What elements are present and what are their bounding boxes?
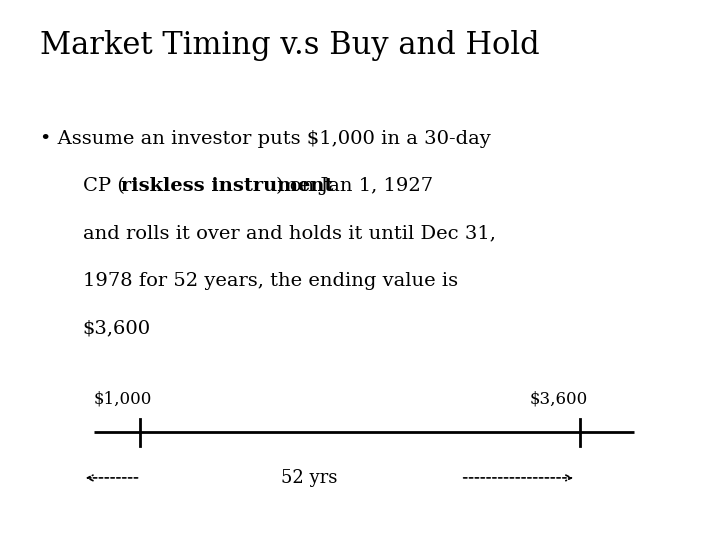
Text: 1978 for 52 years, the ending value is: 1978 for 52 years, the ending value is bbox=[83, 272, 458, 290]
Text: CP (: CP ( bbox=[83, 177, 125, 195]
Text: ) on Jan 1, 1927: ) on Jan 1, 1927 bbox=[276, 177, 433, 195]
Text: Market Timing v.s Buy and Hold: Market Timing v.s Buy and Hold bbox=[40, 30, 539, 60]
Text: riskless instrument: riskless instrument bbox=[121, 177, 333, 195]
Text: $3,600: $3,600 bbox=[83, 320, 151, 338]
Text: $3,600: $3,600 bbox=[529, 391, 588, 408]
Text: 52 yrs: 52 yrs bbox=[282, 469, 338, 487]
Text: • Assume an investor puts $1,000 in a 30-day: • Assume an investor puts $1,000 in a 30… bbox=[40, 130, 490, 147]
Text: and rolls it over and holds it until Dec 31,: and rolls it over and holds it until Dec… bbox=[83, 225, 495, 242]
Text: $1,000: $1,000 bbox=[94, 391, 152, 408]
